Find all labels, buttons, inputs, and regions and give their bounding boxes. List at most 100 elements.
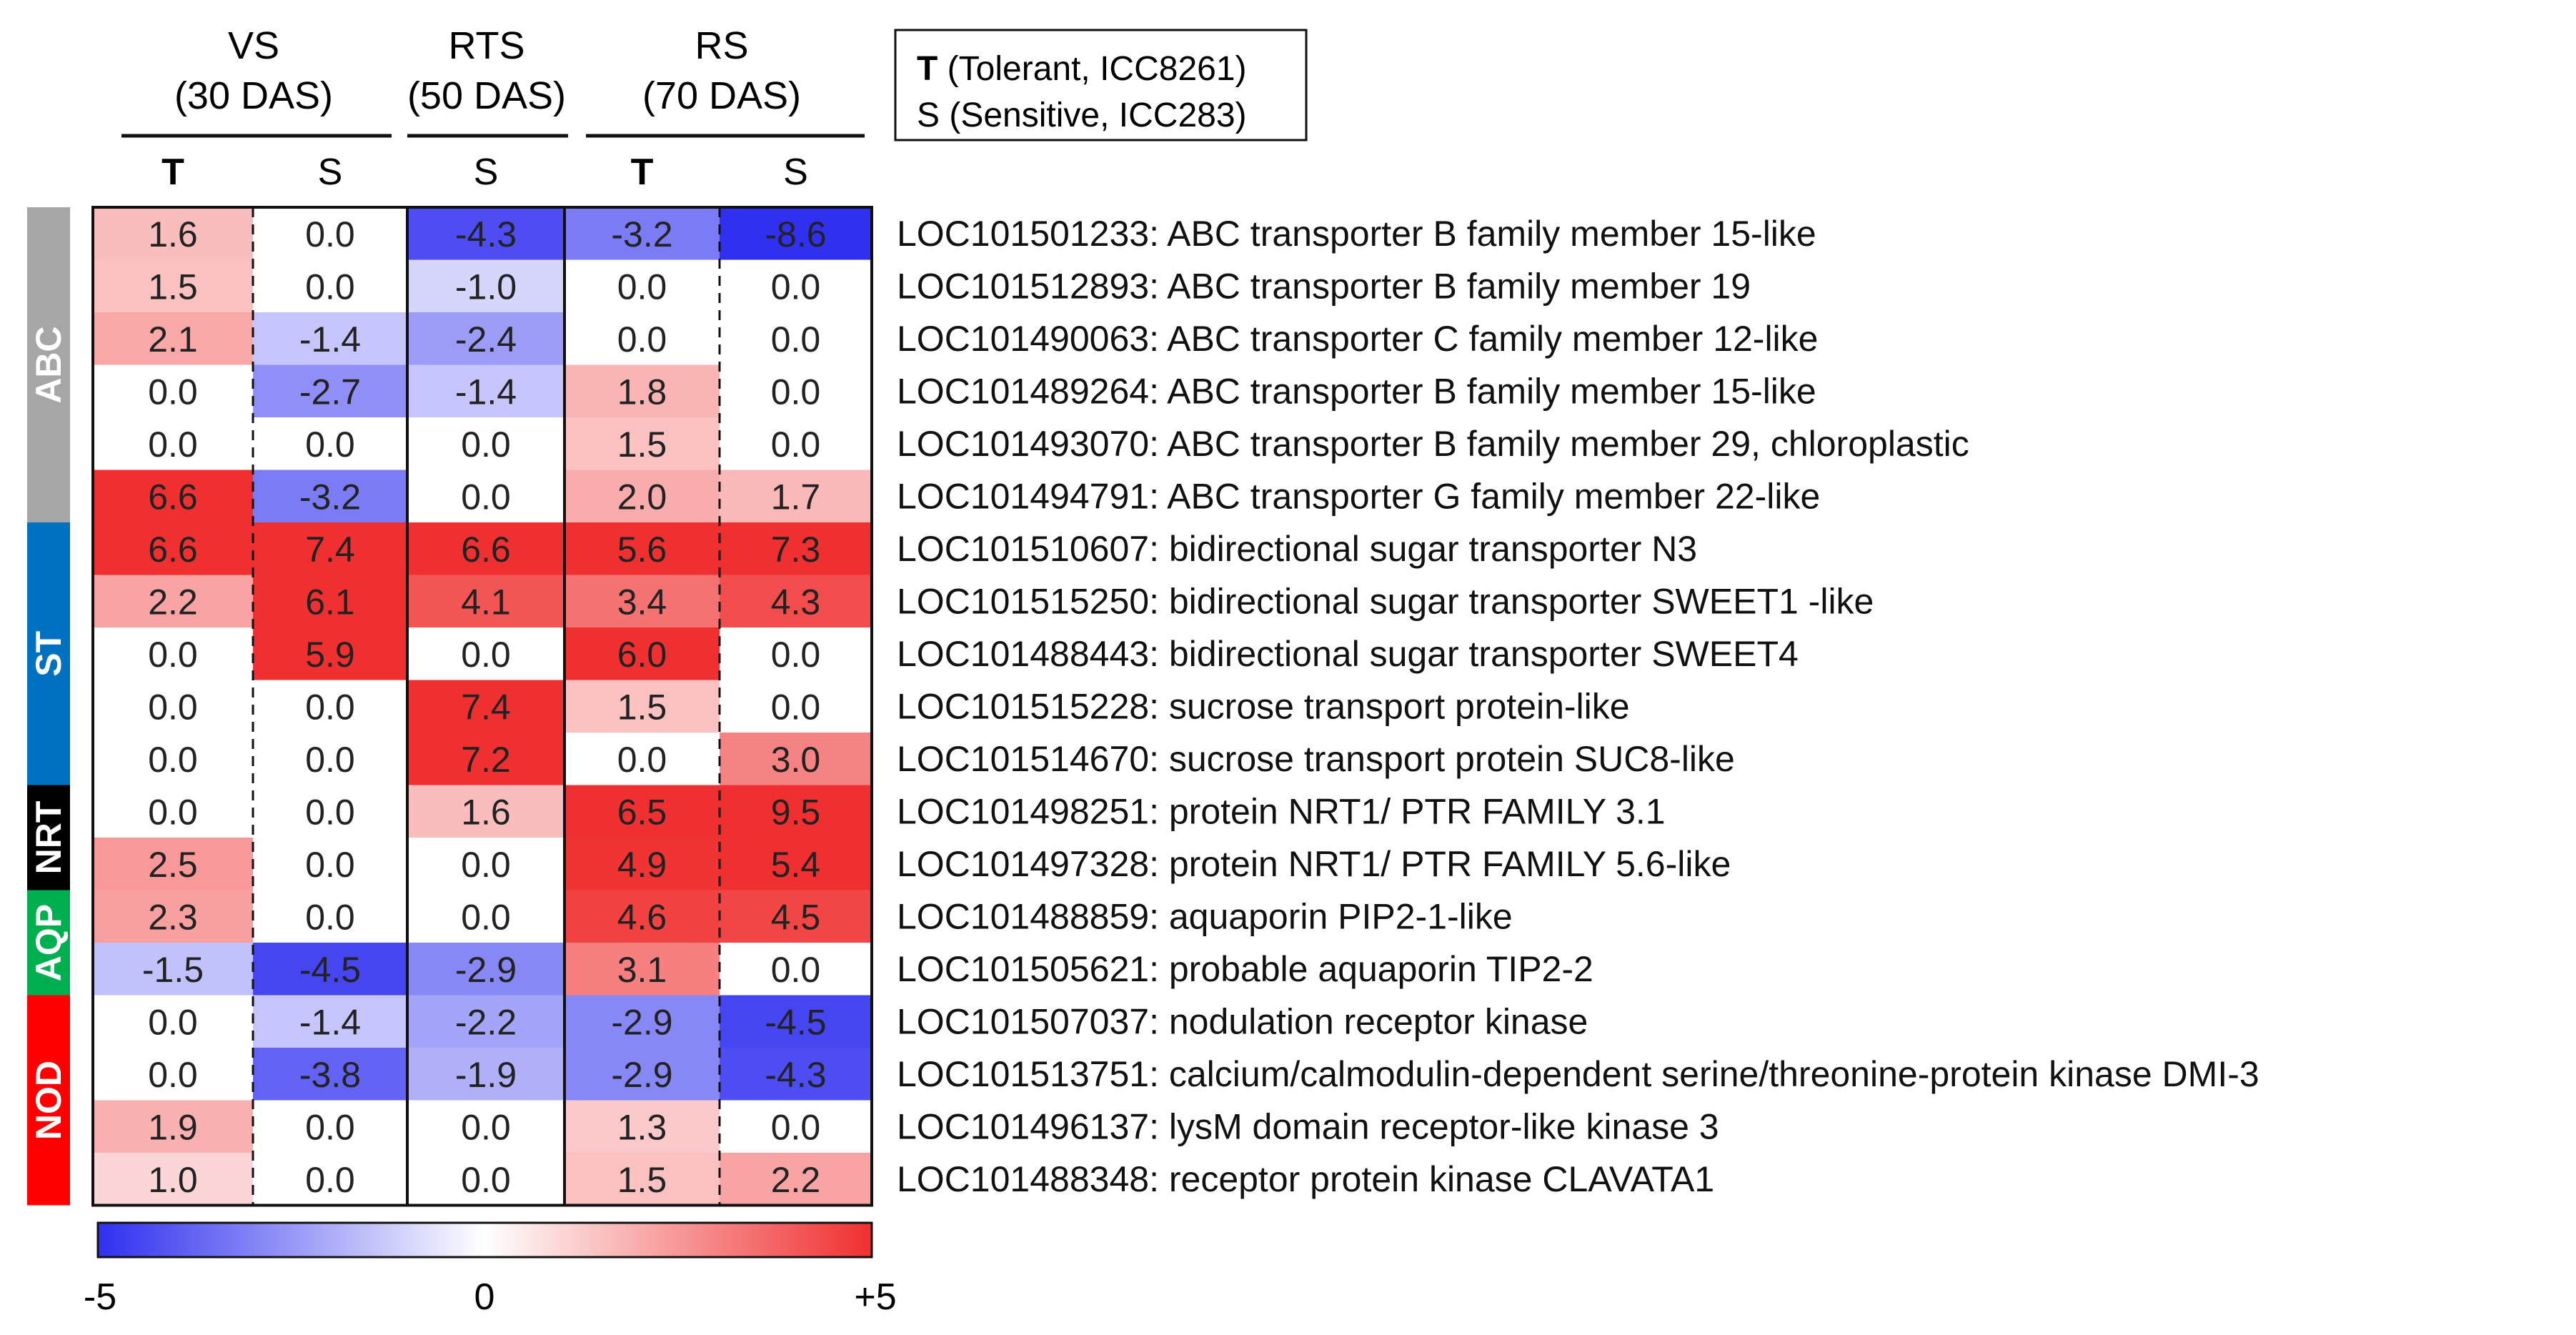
heatmap-cell — [93, 1100, 253, 1153]
heatmap-cell — [565, 522, 720, 575]
category-label-nrt: NRT — [29, 801, 69, 875]
heatmap-cell — [407, 1100, 565, 1153]
heatmap-cell — [565, 733, 720, 785]
cell-value-label: 0.0 — [771, 372, 821, 412]
cell-value-label: 0.0 — [461, 897, 511, 937]
row-label: LOC101488348: receptor protein kinase CL… — [897, 1159, 1714, 1199]
heatmap-cell — [253, 312, 407, 365]
category-bar-abc — [27, 207, 70, 522]
heatmap-cell — [720, 1048, 872, 1101]
group-vs-line1: VS — [228, 24, 279, 67]
cell-value-label: -2.9 — [455, 950, 517, 990]
row-label: LOC101494791: ABC transporter G family m… — [897, 476, 1820, 516]
heatmap-cell — [720, 1100, 872, 1153]
heatmap-cell — [720, 470, 872, 523]
cell-value-label: 0.0 — [148, 687, 198, 727]
column-label-2: S — [318, 152, 343, 193]
cell-value-label: 0.0 — [461, 1160, 511, 1200]
heatmap-cells — [93, 207, 872, 1206]
heatmap-cell — [720, 312, 872, 365]
color-scale-min-label: -5 — [84, 1276, 116, 1318]
row-labels: LOC101501233: ABC transporter B family m… — [897, 214, 2259, 1199]
cell-value-label: 0.0 — [148, 792, 198, 832]
cell-value-label: 0.0 — [305, 792, 355, 832]
cell-value-label: 2.1 — [148, 319, 198, 359]
heatmap-cell — [93, 259, 253, 313]
cell-value-label: 0.0 — [305, 740, 355, 780]
heatmap-cell — [93, 207, 253, 260]
cell-value-label: 2.2 — [148, 582, 198, 622]
heatmap-cell — [93, 312, 253, 365]
cell-value-label: -2.7 — [299, 372, 361, 412]
heatmap-cell — [253, 943, 407, 996]
heatmap-cell — [93, 627, 253, 680]
cell-value-label: 1.5 — [617, 687, 667, 727]
heatmap-cell — [407, 470, 565, 523]
heatmap-cell — [253, 364, 407, 418]
heatmap-cell — [93, 522, 253, 575]
heatmap-cell — [253, 522, 407, 575]
group-rts-line1: RTS — [448, 24, 524, 67]
heatmap-cell — [720, 943, 872, 996]
heatmap-cell — [407, 575, 565, 628]
heatmap-cell — [720, 838, 872, 890]
cell-value-label: 0.0 — [461, 477, 511, 517]
cell-value-label: 0.0 — [617, 267, 667, 307]
row-label: LOC101515250: bidirectional sugar transp… — [897, 581, 1874, 621]
column-label-4: T — [631, 152, 654, 193]
group-vs-line2: (30 DAS) — [174, 74, 333, 117]
genotype-legend-box — [894, 29, 1308, 142]
row-label: LOC101498251: protein NRT1/ PTR FAMILY 3… — [897, 791, 1666, 831]
category-label-st: ST — [29, 631, 69, 677]
category-label-nod: NOD — [29, 1061, 69, 1140]
heatmap-cell — [407, 733, 565, 785]
heatmap-cell — [720, 417, 872, 470]
category-bar-nrt — [27, 785, 70, 890]
row-label: LOC101493070: ABC transporter B family m… — [897, 424, 1969, 464]
heatmap-cell — [720, 364, 872, 418]
heatmap-cell — [720, 627, 872, 680]
heatmap-cell — [407, 995, 565, 1048]
cell-value-label: 4.1 — [461, 582, 511, 622]
cell-value-label: 5.9 — [305, 635, 355, 675]
heatmap-cell — [407, 1048, 565, 1101]
category-bar-aqp — [27, 890, 70, 996]
row-label: LOC101488443: bidirectional sugar transp… — [897, 634, 1799, 674]
cell-value-label: 0.0 — [771, 425, 821, 465]
heatmap-cell — [253, 838, 407, 890]
heatmap-cell — [565, 995, 720, 1048]
group-rs-line1: RS — [695, 24, 748, 67]
cell-value-label: 4.6 — [617, 897, 667, 937]
cell-value-label: 0.0 — [148, 1002, 198, 1042]
cell-value-label: 0.0 — [305, 1160, 355, 1200]
row-label: LOC101505621: probable aquaporin TIP2-2 — [897, 949, 1593, 989]
color-scale-mid-label: 0 — [474, 1276, 495, 1318]
cell-value-label: -1.5 — [142, 950, 204, 990]
cell-value-label: 5.4 — [771, 845, 821, 885]
cell-value-label: -2.2 — [455, 1002, 517, 1042]
heatmap-cell — [565, 1153, 720, 1206]
cell-value-label: 0.0 — [305, 267, 355, 307]
category-bar-nod — [27, 995, 70, 1206]
heatmap-cell — [253, 1153, 407, 1206]
color-scale: -5 0 +5 — [84, 1221, 897, 1318]
cell-value-label: -1.0 — [455, 267, 517, 307]
cell-value-label: 7.4 — [305, 530, 355, 570]
column-headers: VS (30 DAS) RTS (50 DAS) RS (70 DAS) T S S… — [121, 24, 865, 193]
cell-value-label: 0.0 — [617, 319, 667, 359]
cell-value-label: 0.0 — [461, 1107, 511, 1147]
cell-value-label: 6.6 — [148, 477, 198, 517]
heatmap-cell — [253, 1100, 407, 1153]
cell-value-label: 0.0 — [461, 635, 511, 675]
cell-value-label: 1.6 — [461, 792, 511, 832]
heatmap-cell — [407, 680, 565, 733]
heatmap-cell — [565, 417, 720, 470]
row-label: LOC101507037: nodulation receptor kinase — [897, 1001, 1588, 1041]
cell-value-label: -3.2 — [611, 214, 672, 254]
column-label-3: S — [474, 152, 499, 193]
heatmap-cell — [407, 785, 565, 838]
cell-value-label: 7.4 — [461, 687, 511, 727]
heatmap-cell — [565, 207, 720, 260]
heatmap-cell — [93, 733, 253, 785]
